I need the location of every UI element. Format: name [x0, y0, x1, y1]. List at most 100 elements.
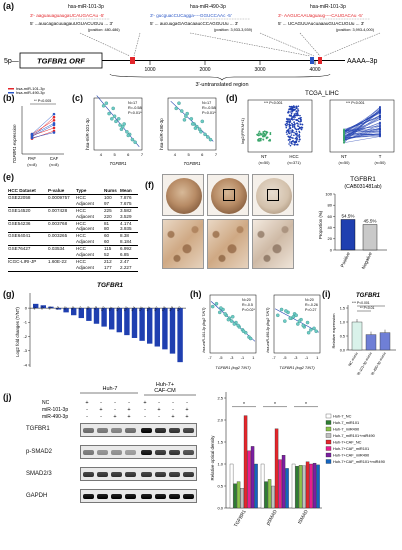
x-tick-label: 4	[100, 152, 103, 157]
data-point	[298, 136, 301, 139]
table-cell: 52	[104, 252, 110, 258]
data-point	[292, 115, 295, 117]
tick-label-3000: 3000	[254, 67, 265, 73]
data-point	[285, 124, 288, 127]
data-point	[296, 138, 298, 141]
data-point	[259, 139, 262, 142]
x-tick-label: 4	[174, 152, 177, 157]
table-cell: 3.529	[120, 213, 132, 219]
lane-mark: +	[85, 400, 88, 406]
bar	[285, 468, 289, 509]
x-tick-label: #20	[176, 305, 182, 312]
data-point	[295, 119, 298, 121]
data-point	[300, 119, 303, 121]
table-cell: 1.60E-22	[48, 258, 67, 264]
pair-line	[343, 128, 381, 139]
site3-mirna: hsa-miR-101-3p	[310, 4, 346, 10]
site2-top: 3'- gucguacCUCagga----GGUCCAAc -5'	[150, 13, 232, 18]
y-tick-label: 20	[328, 236, 333, 241]
pair-line	[343, 132, 381, 136]
table-cell: Adjacent	[76, 226, 94, 232]
data-point	[52, 115, 56, 119]
data-point	[296, 122, 299, 124]
table-cell	[8, 214, 48, 220]
pair-line	[343, 117, 381, 140]
panel-c: (c) hsa-miR-101-3p N=17 R=-0.58 P=0.01* …	[72, 86, 222, 171]
panel-c-chart: hsa-miR-101-3p N=17 R=-0.58 P=0.01* TGFB…	[85, 95, 218, 166]
table-cell	[48, 239, 76, 245]
table-cell: 212	[104, 258, 112, 264]
legend-label: Huh-7+CAF_NC	[333, 440, 362, 445]
blot-band	[97, 428, 108, 433]
data-point	[297, 135, 299, 137]
blot-band	[183, 494, 194, 499]
table-cell: HCC	[76, 258, 86, 264]
x-tick-label: -1	[241, 356, 244, 360]
site3-connector-b	[323, 32, 381, 57]
data-point	[289, 111, 291, 113]
data-point	[290, 112, 293, 115]
blot-band	[169, 428, 180, 433]
bar	[305, 461, 310, 509]
data-point	[285, 131, 288, 133]
c-ticks: 4 5 6 7 4 5 6 7	[100, 152, 218, 157]
lane-mark: -	[172, 400, 174, 406]
y-tick-label: 1.0	[217, 461, 223, 466]
ihc-zoom-texture-1	[163, 220, 203, 268]
data-point	[296, 134, 298, 136]
data-point	[298, 133, 301, 136]
y-tick-label: 60	[328, 214, 333, 219]
data-point	[111, 106, 115, 111]
x-tick-label: pSMAD	[265, 509, 279, 527]
pair-line	[343, 135, 381, 139]
data-point	[292, 123, 294, 126]
y-tick-label: 80	[328, 203, 333, 208]
data-point	[199, 130, 203, 134]
data-point	[292, 139, 294, 142]
table-row: Adjacent 80 3.935	[8, 226, 138, 234]
blot-band	[125, 450, 136, 455]
data-point	[288, 141, 291, 143]
data-point	[343, 130, 345, 132]
table-cell: Adjacent	[76, 213, 94, 219]
table-header-cell: HCC Dataset	[8, 188, 36, 193]
table-row: GSE14520 0.007428 HCC 225 3.582	[8, 208, 138, 214]
data-point	[379, 125, 381, 128]
x-tick-label: Positive	[340, 251, 352, 268]
data-point	[189, 117, 194, 121]
data-point	[263, 130, 266, 133]
table-cell: GSE76427	[8, 246, 31, 252]
d-left-n-nt: (n=50)	[258, 161, 270, 165]
lane-mark: +	[143, 400, 146, 406]
i-pval-2: ** P<0.01	[360, 306, 375, 310]
data-point	[190, 122, 195, 126]
data-point	[104, 101, 109, 105]
f-subtitle: (CAB031481ab)	[344, 184, 381, 190]
data-point	[294, 116, 296, 118]
y-tick-label: 0.5	[340, 334, 345, 338]
h-right-marks	[274, 307, 320, 335]
panel-a: (a) hsa-miR-101-3p 3'- aaguauaguaugaUCAU…	[0, 0, 402, 88]
x-tick-label: #11	[108, 305, 114, 311]
data-point	[286, 133, 288, 135]
table-cell: 0.03534	[48, 246, 65, 252]
f-ylabel: Proportion (%)	[318, 210, 323, 239]
d-left-nt: NT	[261, 154, 267, 159]
legend-swatch	[325, 426, 332, 432]
bar	[278, 459, 282, 509]
data-point	[125, 130, 129, 134]
bar	[236, 481, 241, 509]
data-point	[291, 143, 293, 145]
data-point	[294, 143, 296, 146]
data-point	[177, 101, 181, 105]
data-point	[297, 319, 302, 323]
data-point	[379, 130, 381, 133]
data-point	[343, 141, 345, 144]
site1-bot: 5' ...auucagacuuagauUGUACUGUu ... 3'	[30, 21, 113, 26]
data-point	[288, 132, 291, 135]
ihc-core-2	[211, 178, 247, 214]
data-point	[279, 307, 284, 312]
bar	[340, 219, 356, 251]
table-cell	[48, 252, 76, 258]
blot-band	[111, 428, 122, 433]
